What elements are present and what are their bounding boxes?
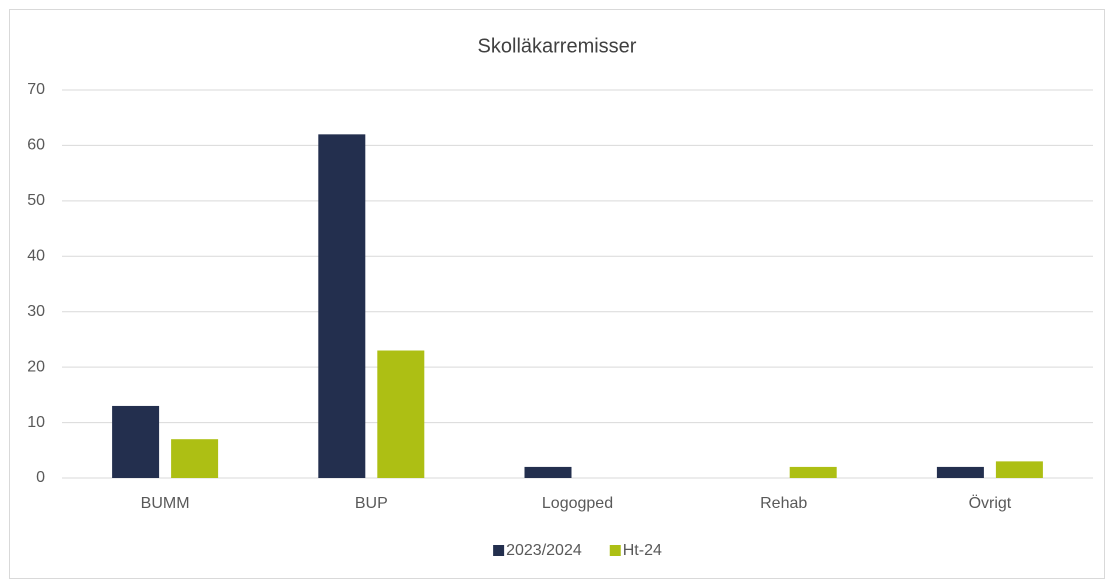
legend-swatch bbox=[609, 545, 621, 556]
legend-label: Ht-24 bbox=[623, 542, 662, 559]
x-tick-label: BUP bbox=[355, 495, 388, 512]
x-tick-label: Rehab bbox=[760, 495, 807, 512]
bar bbox=[377, 350, 425, 478]
bar bbox=[789, 466, 837, 478]
legend-label: 2023/2024 bbox=[506, 542, 582, 559]
bar bbox=[318, 134, 366, 479]
bar bbox=[936, 466, 984, 478]
y-tick-label: 20 bbox=[27, 358, 45, 375]
y-tick-label: 40 bbox=[27, 248, 45, 265]
bar bbox=[171, 439, 219, 478]
bar bbox=[112, 405, 160, 478]
x-tick-label: Logogped bbox=[542, 495, 613, 512]
x-tick-label: Övrigt bbox=[969, 494, 1012, 512]
bar bbox=[524, 466, 572, 478]
legend-swatch bbox=[493, 545, 505, 556]
y-tick-label: 70 bbox=[27, 81, 45, 98]
chart-title: Skolläkarremisser bbox=[478, 35, 637, 57]
y-tick-label: 60 bbox=[27, 137, 45, 154]
y-tick-label: 0 bbox=[36, 469, 45, 486]
chart-border bbox=[9, 9, 1105, 579]
bar bbox=[995, 461, 1043, 478]
y-tick-label: 10 bbox=[27, 414, 45, 431]
y-tick-label: 30 bbox=[27, 303, 45, 320]
y-tick-label: 50 bbox=[27, 192, 45, 209]
x-tick-label: BUMM bbox=[141, 495, 190, 512]
